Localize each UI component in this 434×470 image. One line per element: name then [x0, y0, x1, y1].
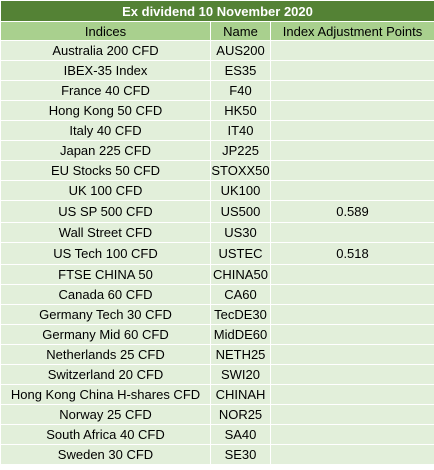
table-row: Germany Mid 60 CFD MidDE60 — [0, 324, 434, 345]
table-row: US Tech 100 CFD USTEC 0.518 — [0, 242, 434, 265]
cell-name: AUS200 — [210, 40, 271, 61]
table-row: Germany Tech 30 CFD TecDE30 — [0, 304, 434, 325]
cell-points — [270, 60, 434, 81]
cell-points — [270, 140, 434, 161]
table-row: Sweden 30 CFD SE30 — [0, 444, 434, 465]
cell-index: Germany Mid 60 CFD — [0, 324, 211, 345]
cell-index: UK 100 CFD — [0, 180, 211, 201]
cell-index: FTSE CHINA 50 — [0, 264, 211, 285]
cell-name: MidDE60 — [210, 324, 271, 345]
cell-name: JP225 — [210, 140, 271, 161]
cell-points — [270, 324, 434, 345]
cell-name: STOXX50 — [210, 160, 271, 181]
table-row: Hong Kong China H-shares CFD CHINAH — [0, 384, 434, 405]
table-row: Canada 60 CFD CA60 — [0, 284, 434, 305]
cell-index: Hong Kong 50 CFD — [0, 100, 211, 121]
cell-index: IBEX-35 Index — [0, 60, 211, 81]
table-row: UK 100 CFD UK100 — [0, 180, 434, 201]
cell-points — [270, 120, 434, 141]
table-row: Italy 40 CFD IT40 — [0, 120, 434, 141]
table-title-row: Ex dividend 10 November 2020 — [0, 0, 434, 22]
cell-name: UK100 — [210, 180, 271, 201]
cell-index: Australia 200 CFD — [0, 40, 211, 61]
cell-index: Hong Kong China H-shares CFD — [0, 384, 211, 405]
cell-points — [270, 180, 434, 201]
cell-points — [270, 284, 434, 305]
cell-points — [270, 444, 434, 465]
cell-points — [270, 304, 434, 325]
cell-name: NETH25 — [210, 344, 271, 365]
cell-index: Wall Street CFD — [0, 222, 211, 243]
table-title: Ex dividend 10 November 2020 — [0, 0, 434, 22]
cell-name: SE30 — [210, 444, 271, 465]
cell-index: Canada 60 CFD — [0, 284, 211, 305]
table-row: Norway 25 CFD NOR25 — [0, 404, 434, 425]
cell-index: South Africa 40 CFD — [0, 424, 211, 445]
cell-name: HK50 — [210, 100, 271, 121]
cell-points — [270, 80, 434, 101]
cell-name: USTEC — [210, 242, 271, 265]
table-row: EU Stocks 50 CFD STOXX50 — [0, 160, 434, 181]
table-row: Netherlands 25 CFD NETH25 — [0, 344, 434, 365]
cell-name: CA60 — [210, 284, 271, 305]
cell-points: 0.589 — [270, 200, 434, 223]
cell-name: NOR25 — [210, 404, 271, 425]
cell-index: France 40 CFD — [0, 80, 211, 101]
table-row: Wall Street CFD US30 — [0, 222, 434, 243]
cell-index: Sweden 30 CFD — [0, 444, 211, 465]
table-row: US SP 500 CFD US500 0.589 — [0, 200, 434, 223]
cell-points — [270, 40, 434, 61]
cell-points — [270, 344, 434, 365]
table-row: South Africa 40 CFD SA40 — [0, 424, 434, 445]
cell-points — [270, 222, 434, 243]
cell-name: F40 — [210, 80, 271, 101]
table-row: FTSE CHINA 50 CHINA50 — [0, 264, 434, 285]
cell-name: CHINA50 — [210, 264, 271, 285]
cell-points — [270, 384, 434, 405]
table-header-row: Indices Name Index Adjustment Points — [0, 21, 434, 41]
cell-points — [270, 100, 434, 121]
cell-name: ES35 — [210, 60, 271, 81]
cell-index: EU Stocks 50 CFD — [0, 160, 211, 181]
table-row: Japan 225 CFD JP225 — [0, 140, 434, 161]
cell-points — [270, 364, 434, 385]
cell-index: Norway 25 CFD — [0, 404, 211, 425]
table-body: Australia 200 CFD AUS200 IBEX-35 Index ES35… — [0, 40, 434, 465]
cell-name: TecDE30 — [210, 304, 271, 325]
cell-index: Netherlands 25 CFD — [0, 344, 211, 365]
cell-index: Italy 40 CFD — [0, 120, 211, 141]
column-header-indices: Indices — [0, 21, 211, 41]
cell-index: Japan 225 CFD — [0, 140, 211, 161]
column-header-points: Index Adjustment Points — [270, 21, 434, 41]
cell-name: US500 — [210, 200, 271, 223]
cell-index: US SP 500 CFD — [0, 200, 211, 223]
cell-points — [270, 404, 434, 425]
table-row: Australia 200 CFD AUS200 — [0, 40, 434, 61]
cell-name: IT40 — [210, 120, 271, 141]
cell-name: US30 — [210, 222, 271, 243]
cell-points: 0.518 — [270, 242, 434, 265]
cell-points — [270, 424, 434, 445]
cell-points — [270, 264, 434, 285]
cell-name: SA40 — [210, 424, 271, 445]
cell-index: Germany Tech 30 CFD — [0, 304, 211, 325]
cell-points — [270, 160, 434, 181]
column-header-name: Name — [210, 21, 271, 41]
table-row: Hong Kong 50 CFD HK50 — [0, 100, 434, 121]
cell-index: US Tech 100 CFD — [0, 242, 211, 265]
table-row: IBEX-35 Index ES35 — [0, 60, 434, 81]
cell-name: CHINAH — [210, 384, 271, 405]
table-row: France 40 CFD F40 — [0, 80, 434, 101]
cell-index: Switzerland 20 CFD — [0, 364, 211, 385]
table-row: Switzerland 20 CFD SWI20 — [0, 364, 434, 385]
cell-name: SWI20 — [210, 364, 271, 385]
